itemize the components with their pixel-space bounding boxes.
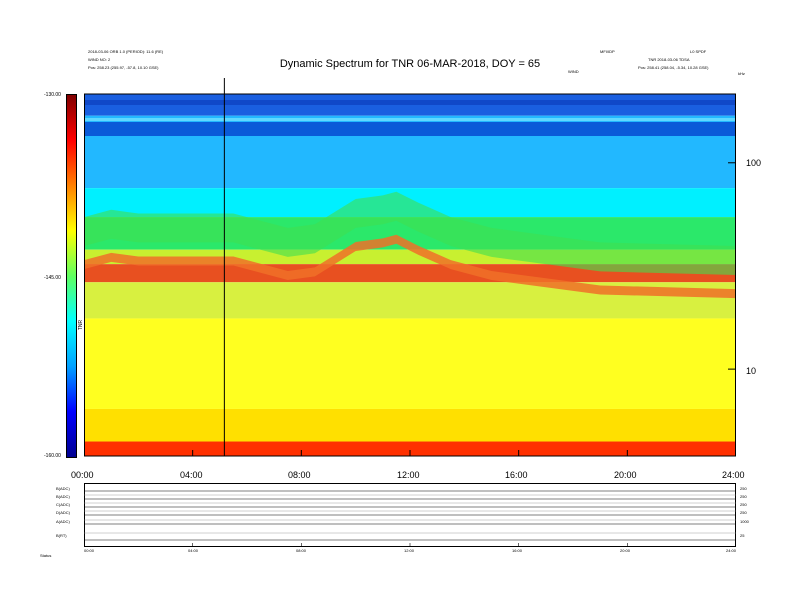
header-right-unit: kHz xyxy=(738,71,745,76)
x-tick-label: 24:00 xyxy=(722,470,745,480)
colorbar-min-label: -160.00 xyxy=(44,453,61,459)
hk-x-tick-label: 08:00 xyxy=(296,548,307,553)
spectrum-upper-region xyxy=(84,191,736,275)
hk-x-tick-label: 04:00 xyxy=(188,548,199,553)
hk-x-tick-label: 24:00 xyxy=(726,548,737,553)
header-left-line2: WIND NO: 2 xyxy=(88,57,111,62)
spectrogram-plot xyxy=(84,78,736,457)
hk-row-label: D(ADC) xyxy=(56,510,70,515)
spectrum-band xyxy=(84,441,736,456)
colorbar-mid-label: -145.00 xyxy=(44,275,61,281)
header-left-line1: 2018-03-06 ORB 1.0 (PERIOD): 11.6 (RE) xyxy=(88,49,164,54)
hk-row-label: C(ADC) xyxy=(56,502,70,507)
housekeeping-panel xyxy=(84,483,736,547)
hk-row-right: 250 xyxy=(740,510,747,515)
header-right-line2: TNR 2018-03-06 TDSA xyxy=(648,57,690,62)
x-tick-label: 16:00 xyxy=(505,470,528,480)
chart-title: Dynamic Spectrum for TNR 06-MAR-2018, DO… xyxy=(279,58,541,70)
x-tick-label: 08:00 xyxy=(288,470,311,480)
hk-row-right: 25 xyxy=(740,533,745,538)
header-right-small1: MFI/IDP xyxy=(600,49,615,54)
hk-x-tick-label: 20:00 xyxy=(620,548,631,553)
spectrum-band xyxy=(84,408,736,442)
colorbar xyxy=(66,94,77,458)
hk-row-right: 250 xyxy=(740,494,747,499)
x-tick-label: 00:00 xyxy=(71,470,94,480)
x-tick-label: 04:00 xyxy=(180,470,203,480)
hk-row-right: 250 xyxy=(740,502,747,507)
y-tick-label-100: 100 xyxy=(746,158,762,168)
header-right-line3: Pos: 258.41 (258.04, -5.34, 10.28 GSE) xyxy=(638,65,709,70)
colorbar-max-label: -130.00 xyxy=(44,92,61,98)
header-right-small2: L0 SPDF xyxy=(690,49,707,54)
spectrum-ridge xyxy=(84,234,736,299)
hk-row-label: B(ADC) xyxy=(56,486,70,491)
header-center-small: WIND xyxy=(568,69,579,74)
spectrum-band-stripe xyxy=(84,118,736,121)
hk-x-tick-label: 16:00 xyxy=(512,548,523,553)
spectrum-band-stripe xyxy=(84,100,736,105)
header-left-line3: Pos: 258.23 (255.97, -57.8, 10.10 GSE) xyxy=(88,65,159,70)
hk-row-right: 1000 xyxy=(740,519,749,524)
x-tick-label: 12:00 xyxy=(397,470,420,480)
spectrum-band-stripe xyxy=(84,122,736,136)
hk-row-right: 250 xyxy=(740,486,747,491)
hk-row-label: B(RT) xyxy=(56,533,67,538)
hk-x-tick-label: 00:00 xyxy=(84,548,95,553)
hk-x-tick-label: 12:00 xyxy=(404,548,415,553)
y-tick-label-10: 10 xyxy=(746,366,757,376)
hk-row-label: A(ADC) xyxy=(56,519,70,524)
x-tick-label: 20:00 xyxy=(614,470,637,480)
spectrum-band xyxy=(84,318,736,409)
hk-row-label: B(ADC) xyxy=(56,494,70,499)
hk-status-label: Status xyxy=(40,553,52,558)
